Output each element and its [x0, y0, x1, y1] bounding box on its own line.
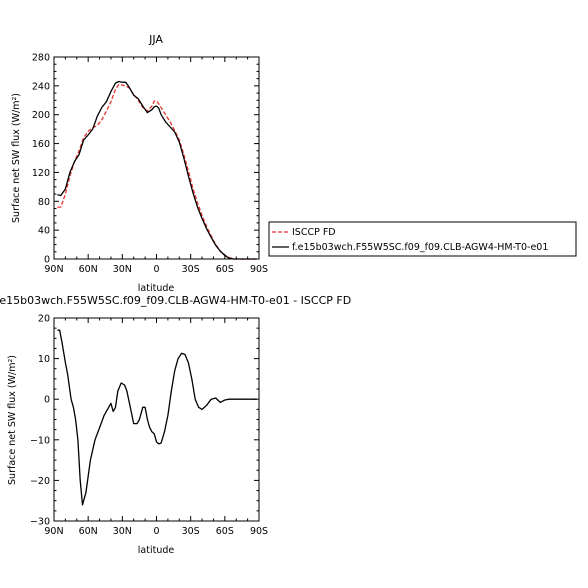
x-tick-label: 0: [153, 526, 159, 537]
x-tick-label: 30S: [182, 526, 200, 537]
top-plot-frame: [53, 56, 260, 260]
x-tick-label: 90S: [250, 526, 268, 537]
y-tick-label: 200: [32, 110, 50, 121]
x-tick-label: 60N: [79, 264, 98, 275]
top-y-axis-label: Surface net SW flux (W/m²): [11, 93, 22, 223]
y-tick-label: 0: [44, 395, 50, 406]
top-series-lines: [57, 80, 257, 260]
x-tick-label: 90S: [250, 264, 268, 275]
bottom-x-axis-label: latitude: [138, 545, 175, 556]
legend-box: [268, 221, 577, 257]
y-tick-label: −30: [30, 517, 50, 528]
y-tick-label: 0: [44, 255, 50, 266]
legend: ISCCP FD f.e15b03wch.F55W5SC.f09_f09.CLB…: [268, 221, 577, 257]
series-line-0: [57, 329, 257, 506]
x-tick-label: 60S: [216, 526, 234, 537]
y-tick-label: 120: [32, 168, 50, 179]
series-line-0: [57, 83, 257, 260]
top-y-ticks: 0 40 80 120 160 200 240 280: [32, 53, 259, 266]
bottom-x-ticks: 90N 60N 30N 0 30S 60S 90S: [44, 318, 268, 537]
top-chart-title: JJA: [148, 33, 163, 46]
y-tick-label: −10: [30, 435, 50, 446]
x-tick-label: 30S: [182, 264, 200, 275]
y-tick-label: −20: [30, 476, 50, 487]
y-tick-label: 280: [32, 53, 50, 64]
bottom-plot-frame: [53, 317, 260, 522]
y-tick-label: 40: [38, 226, 50, 237]
top-panel: JJA 90N 60N 30N 0 30S 60S 90S 0 40 80 120 160 200 24…: [11, 33, 268, 294]
y-tick-label: 240: [32, 81, 50, 92]
x-tick-label: 60S: [216, 264, 234, 275]
x-tick-label: 60N: [79, 526, 98, 537]
series-line-1: [57, 80, 257, 260]
x-tick-label: 30N: [113, 526, 132, 537]
bottom-panel: f.e15b03wch.F55W5SC.f09_f09.CLB-AGW4-HM-…: [0, 294, 351, 556]
bottom-y-ticks: −30 −20 −10 0 10 20: [30, 314, 259, 528]
top-x-axis-label: latitude: [138, 283, 175, 294]
x-tick-label: 30N: [113, 264, 132, 275]
x-tick-label: 0: [153, 264, 159, 275]
x-tick-label: 90N: [44, 526, 63, 537]
bottom-series-lines: [57, 329, 257, 506]
legend-entry-model: f.e15b03wch.F55W5SC.f09_f09.CLB-AGW4-HM-…: [292, 242, 548, 253]
bottom-chart-title: f.e15b03wch.F55W5SC.f09_f09.CLB-AGW4-HM-…: [0, 294, 351, 307]
bottom-y-axis-label: Surface net SW flux (W/m²): [7, 355, 18, 485]
x-tick-label: 90N: [44, 264, 63, 275]
y-tick-label: 80: [38, 197, 50, 208]
top-x-ticks: 90N 60N 30N 0 30S 60S 90S: [44, 57, 268, 275]
legend-entry-isccp: ISCCP FD: [292, 227, 336, 238]
y-tick-label: 160: [32, 139, 50, 150]
y-tick-label: 10: [38, 354, 50, 365]
y-tick-label: 20: [38, 314, 50, 325]
